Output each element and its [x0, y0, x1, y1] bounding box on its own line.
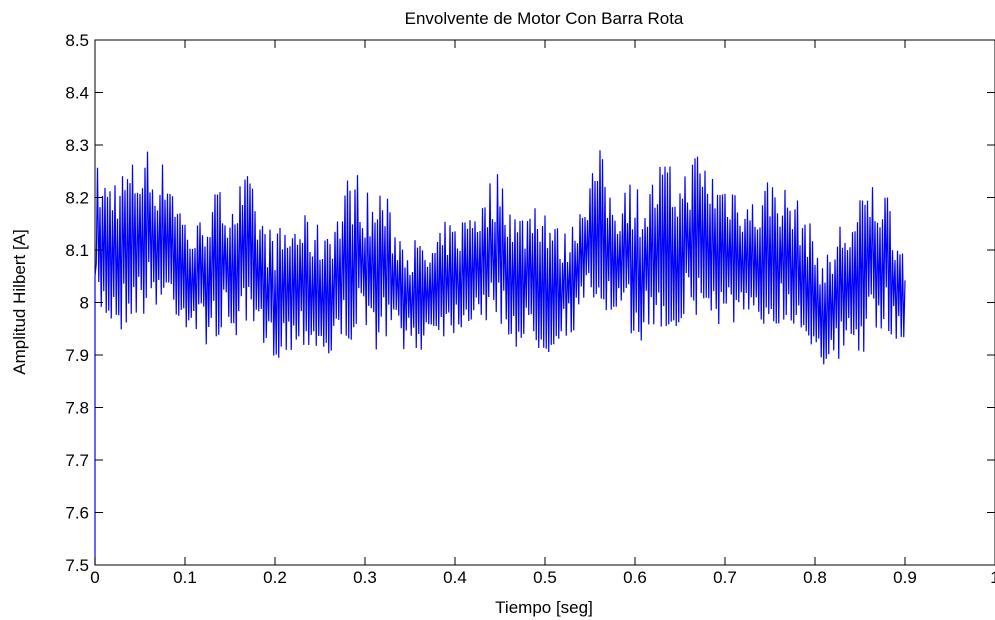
y-tick-label: 8.4	[65, 84, 89, 103]
x-tick-label: 0.5	[533, 568, 557, 587]
data-layer	[94, 150, 906, 565]
x-tick-label: 0.1	[173, 568, 197, 587]
x-tick-label: 0.2	[263, 568, 287, 587]
plot-frame	[94, 39, 995, 566]
y-tick-label: 8.2	[65, 189, 89, 208]
x-tick-label: 0.4	[443, 568, 467, 587]
signal-line	[94, 150, 906, 565]
y-tick-label: 7.7	[65, 451, 89, 470]
y-tick-label: 8.5	[65, 31, 89, 50]
x-tick-label: 0.6	[623, 568, 647, 587]
x-tick-label: 0.9	[893, 568, 917, 587]
x-axis-label: Tiempo [seg]	[495, 598, 593, 617]
y-tick-label: 8.1	[65, 241, 89, 260]
chart-title: Envolvente de Motor Con Barra Rota	[405, 9, 684, 28]
tick-layer: 0 0.1 0.2 0.3 0.4 0.5 0.6 0.7 0.8 0.9 1 7.5 7.6 7.7 7.…	[65, 31, 995, 587]
y-tick-label: 7.5	[65, 556, 89, 575]
x-tick-label: 0.7	[713, 568, 737, 587]
x-tick-label: 1	[990, 568, 995, 587]
y-tick-label: 8.3	[65, 136, 89, 155]
y-tick-label: 8	[80, 294, 89, 313]
y-tick-label: 7.8	[65, 399, 89, 418]
x-tick-label: 0.8	[803, 568, 827, 587]
y-axis-label: Amplitud Hilbert [A]	[10, 229, 29, 375]
y-tick-label: 7.9	[65, 346, 89, 365]
x-tick-label: 0	[90, 568, 99, 587]
y-tick-label: 7.6	[65, 504, 89, 523]
x-tick-label: 0.3	[353, 568, 377, 587]
